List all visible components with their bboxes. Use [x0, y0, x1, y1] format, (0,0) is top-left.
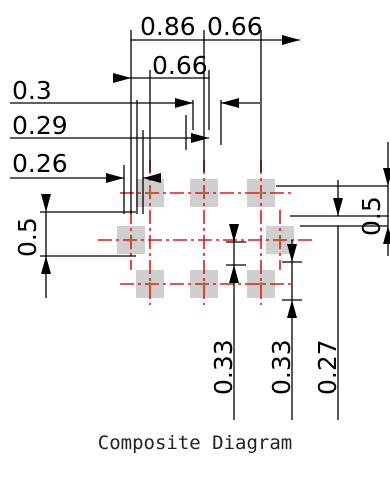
pad-center [259, 191, 263, 195]
arrow [229, 265, 239, 283]
arrow [383, 168, 390, 186]
dim-label-inner-pitch: 0.66 [152, 51, 208, 80]
dim-label-bottom-b: 0.33 [267, 339, 296, 395]
arrow [282, 35, 300, 45]
pad-center [148, 191, 152, 195]
dim-label-top-pitch-right: 0.66 [207, 12, 263, 41]
pad-center [129, 238, 133, 242]
pad-centers [129, 191, 282, 286]
pad-center [202, 282, 206, 286]
dim-label-bottom-a: 0.33 [209, 339, 238, 395]
pad-center [148, 282, 152, 286]
arrow [229, 224, 239, 242]
arrow [191, 133, 209, 143]
diagram-caption: Composite Diagram [97, 432, 293, 454]
arrow [221, 98, 239, 108]
arrow [113, 73, 131, 83]
dim-label-offset-a: 0.3 [12, 76, 52, 105]
arrow [175, 98, 193, 108]
arrow [143, 173, 161, 183]
arrow [41, 256, 51, 274]
arrow [287, 244, 297, 262]
arrow [106, 173, 124, 183]
dim-label-bottom-c: 0.27 [313, 339, 342, 395]
arrow [383, 226, 390, 244]
arrow [333, 198, 343, 216]
dim-label-top-pitch-left: 0.86 [140, 12, 196, 41]
pad-center [259, 282, 263, 286]
pad-center [202, 191, 206, 195]
dimension-labels: 0.86 0.66 0.66 0.3 0.29 0.26 0.5 0.5 0.3… [12, 12, 386, 395]
arrow [41, 194, 51, 212]
dim-label-left-vertical: 0.5 [13, 217, 42, 257]
pad-center [278, 238, 282, 242]
dim-label-offset-c: 0.26 [12, 149, 68, 178]
arrowheads [41, 35, 390, 318]
dim-label-right-vertical: 0.5 [357, 196, 386, 236]
dim-label-offset-b: 0.29 [12, 111, 68, 140]
arrow [287, 300, 297, 318]
